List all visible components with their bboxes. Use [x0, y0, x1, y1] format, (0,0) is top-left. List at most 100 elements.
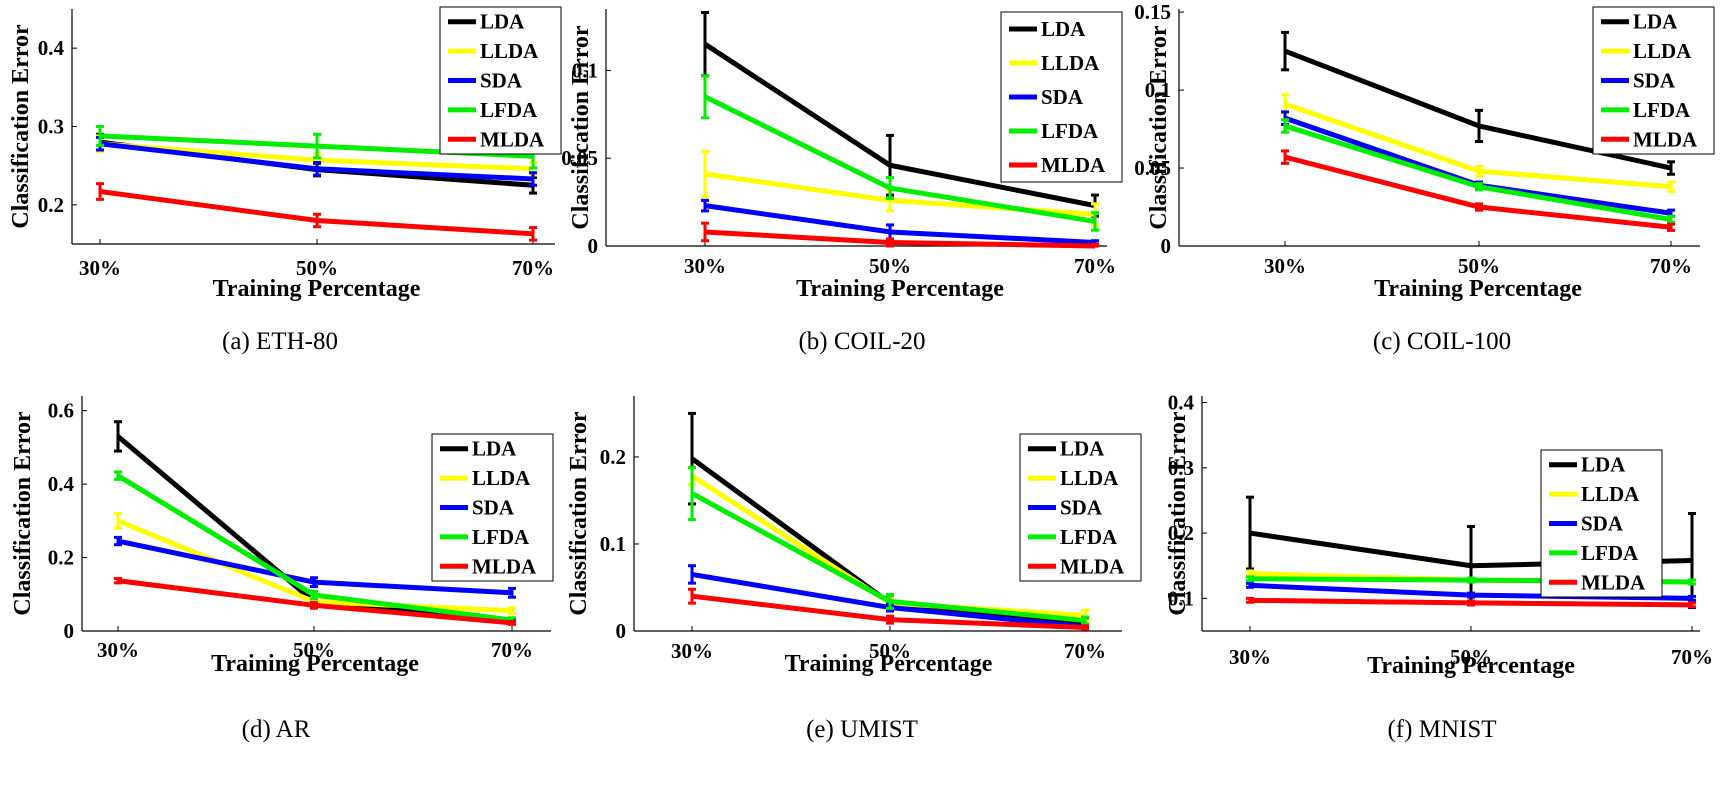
legend-label-llda: LLDA	[480, 39, 539, 63]
legend: LDA LLDA SDA LFDA MLDA	[1000, 11, 1123, 183]
chart-panel-2: 0 0.05 0.1 30% 50% 70% Training Percentage Clas…	[561, 9, 1123, 355]
y-axis-title: Classification Error	[8, 24, 34, 229]
x-tick-label: 50%	[869, 254, 911, 278]
legend-label-sda: SDA	[1041, 85, 1084, 109]
series-mlda	[701, 221, 1099, 249]
legend-label-lfda: LFDA	[1041, 119, 1099, 143]
series-lfda	[701, 74, 1099, 232]
x-tick-label: 30%	[1264, 254, 1306, 278]
legend: LDA LLDA SDA LFDA MLDA	[1592, 6, 1715, 155]
legend-label-lda: LDA	[1060, 437, 1105, 461]
y-axis-title: Classification Error	[566, 411, 592, 616]
series-mlda	[1281, 149, 1675, 232]
legend: LDA LLDA SDA LFDA MLDA	[1019, 433, 1142, 582]
legend-label-mlda: MLDA	[1581, 570, 1646, 594]
legend: LDA LLDA SDA LFDA MLDA	[431, 433, 554, 582]
legend-label-sda: SDA	[1633, 69, 1676, 93]
x-tick-label: 70%	[1074, 254, 1116, 278]
x-axis-title: Training Percentage	[211, 651, 419, 677]
legend-label-mlda: MLDA	[1060, 554, 1125, 578]
x-tick-label: 70%	[512, 256, 554, 280]
series-sda	[701, 198, 1099, 246]
series-lfda	[688, 465, 1089, 626]
series-sda	[96, 135, 537, 187]
caption: (a) ETH-80	[222, 328, 338, 355]
caption: (f) MNIST	[1387, 716, 1496, 743]
y-tick-label: 0.2	[600, 445, 626, 469]
y-tick-label: 0	[1161, 234, 1172, 258]
x-tick-label: 50%	[293, 638, 335, 662]
series-mlda	[1246, 596, 1696, 609]
x-tick-label: 30%	[97, 638, 139, 662]
caption: (b) COIL-20	[798, 328, 925, 355]
legend-label-lda: LDA	[1041, 17, 1086, 41]
chart-panel-3: 0 0.05 0.1 0.15 30% 50% 70% Training Percentage…	[1134, 0, 1715, 355]
legend-label-lda: LDA	[472, 437, 517, 461]
x-tick-label: 70%	[491, 638, 533, 662]
caption: (c) COIL-100	[1373, 328, 1511, 355]
legend-label-llda: LLDA	[1581, 482, 1640, 506]
x-tick-label: 50%	[869, 639, 911, 663]
x-tick-label: 30%	[684, 254, 726, 278]
y-tick-label: 0.2	[1168, 521, 1194, 545]
y-axis-title: Classification Error	[1165, 411, 1191, 616]
legend-label-lfda: LFDA	[1060, 525, 1118, 549]
legend-label-llda: LLDA	[1041, 51, 1100, 75]
legend: LDA LLDA SDA LFDA MLDA	[439, 6, 562, 155]
chart-panel-1: 0.2 0.3 0.4 30% 50% 70% Training Percentage Cla…	[8, 6, 562, 355]
legend-label-mlda: MLDA	[1041, 153, 1106, 177]
y-tick-label: 0	[588, 234, 599, 258]
chart-panel-4: 0 0.2 0.4 0.6 30% 50% 70% Training Percentage Cl…	[10, 396, 554, 743]
chart-panel-6: 0.1 0.2 0.3 0.4 30% 50% 70% Training Percentage…	[1165, 391, 1713, 743]
legend-label-lfda: LFDA	[472, 525, 530, 549]
x-tick-label: 70%	[1671, 645, 1713, 669]
error-bar	[1091, 242, 1099, 248]
legend-label-sda: SDA	[1060, 496, 1103, 520]
legend-label-sda: SDA	[1581, 512, 1624, 536]
y-tick-label: 0.6	[48, 399, 74, 423]
x-axis-title: Training Percentage	[1367, 653, 1575, 679]
x-tick-label: 70%	[1650, 254, 1692, 278]
y-tick-label: 0.1	[1145, 78, 1171, 102]
y-tick-label: 0.05	[1134, 156, 1171, 180]
y-tick-label: 0	[616, 619, 627, 643]
x-axis-title: Training Percentage	[1374, 276, 1582, 302]
y-tick-label: 0.3	[38, 115, 64, 139]
caption: (d) AR	[242, 716, 311, 743]
series-mlda	[96, 182, 537, 242]
legend-label-sda: SDA	[480, 69, 523, 93]
y-tick-label: 0.2	[38, 193, 64, 217]
y-tick-label: 0.1	[600, 532, 626, 556]
y-tick-label: 0.3	[1168, 456, 1194, 480]
series-mlda	[114, 576, 516, 626]
y-tick-label: 0.4	[48, 472, 75, 496]
x-tick-label: 50%	[1458, 254, 1500, 278]
y-tick-label: 0.15	[1134, 0, 1171, 24]
x-tick-label: 70%	[1064, 639, 1106, 663]
legend-box	[1000, 11, 1123, 183]
legend-label-sda: SDA	[472, 496, 515, 520]
legend-label-llda: LLDA	[1060, 466, 1119, 490]
series-sda	[114, 535, 516, 599]
x-axis-title: Training Percentage	[213, 276, 421, 302]
legend-label-mlda: MLDA	[1633, 127, 1698, 151]
series-mlda	[688, 587, 1089, 631]
y-tick-label: 0.1	[1168, 586, 1194, 610]
x-tick-label: 50%	[1450, 645, 1492, 669]
legend-label-lfda: LFDA	[1633, 98, 1691, 122]
legend-label-lda: LDA	[480, 10, 525, 34]
series-lfda	[1281, 118, 1675, 225]
y-tick-label: 0.4	[38, 36, 65, 60]
series-llda	[1281, 93, 1675, 193]
y-axis-title: Classification Error	[568, 25, 594, 230]
x-tick-label: 30%	[79, 256, 121, 280]
legend-label-lda: LDA	[1633, 10, 1678, 34]
y-tick-label: 0.05	[561, 146, 598, 170]
legend-label-lfda: LFDA	[1581, 541, 1639, 565]
y-tick-label: 0.1	[572, 58, 598, 82]
legend-label-mlda: MLDA	[480, 127, 545, 151]
x-axis-title: Training Percentage	[796, 276, 1004, 302]
x-tick-label: 30%	[1229, 645, 1271, 669]
y-tick-label: 0.4	[1168, 391, 1195, 415]
x-tick-label: 50%	[296, 256, 338, 280]
